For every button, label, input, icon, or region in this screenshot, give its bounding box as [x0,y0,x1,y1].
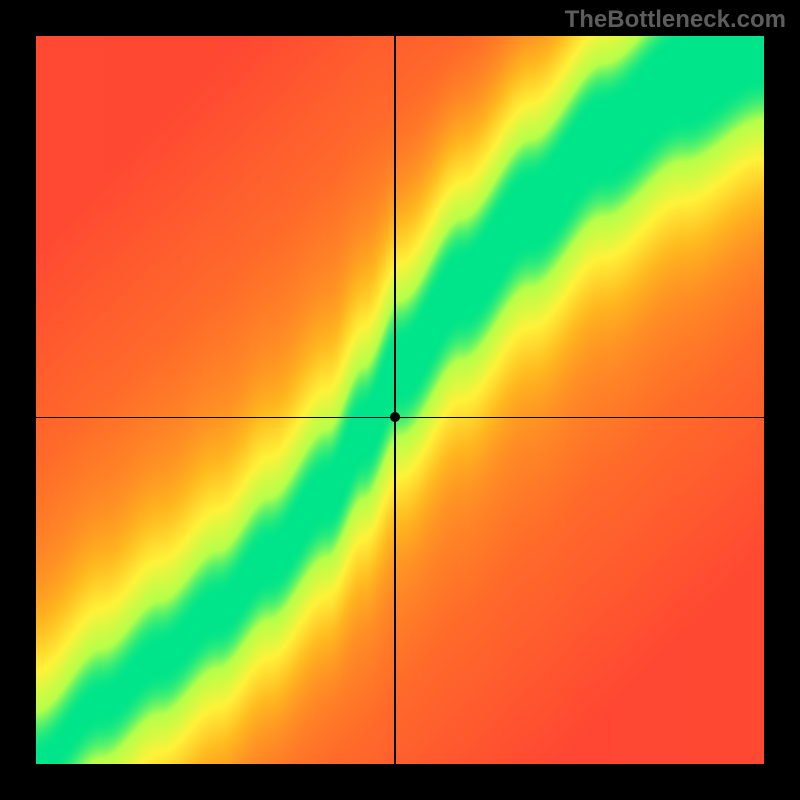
plot-area [36,36,764,764]
crosshair-vertical [394,36,396,764]
chart-frame: TheBottleneck.com [0,0,800,800]
crosshair-horizontal [36,417,764,419]
heatmap-canvas [36,36,764,764]
watermark-text: TheBottleneck.com [565,6,786,34]
